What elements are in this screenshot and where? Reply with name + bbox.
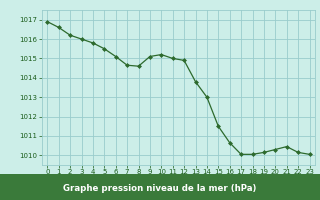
Text: Graphe pression niveau de la mer (hPa): Graphe pression niveau de la mer (hPa) [63,184,257,193]
